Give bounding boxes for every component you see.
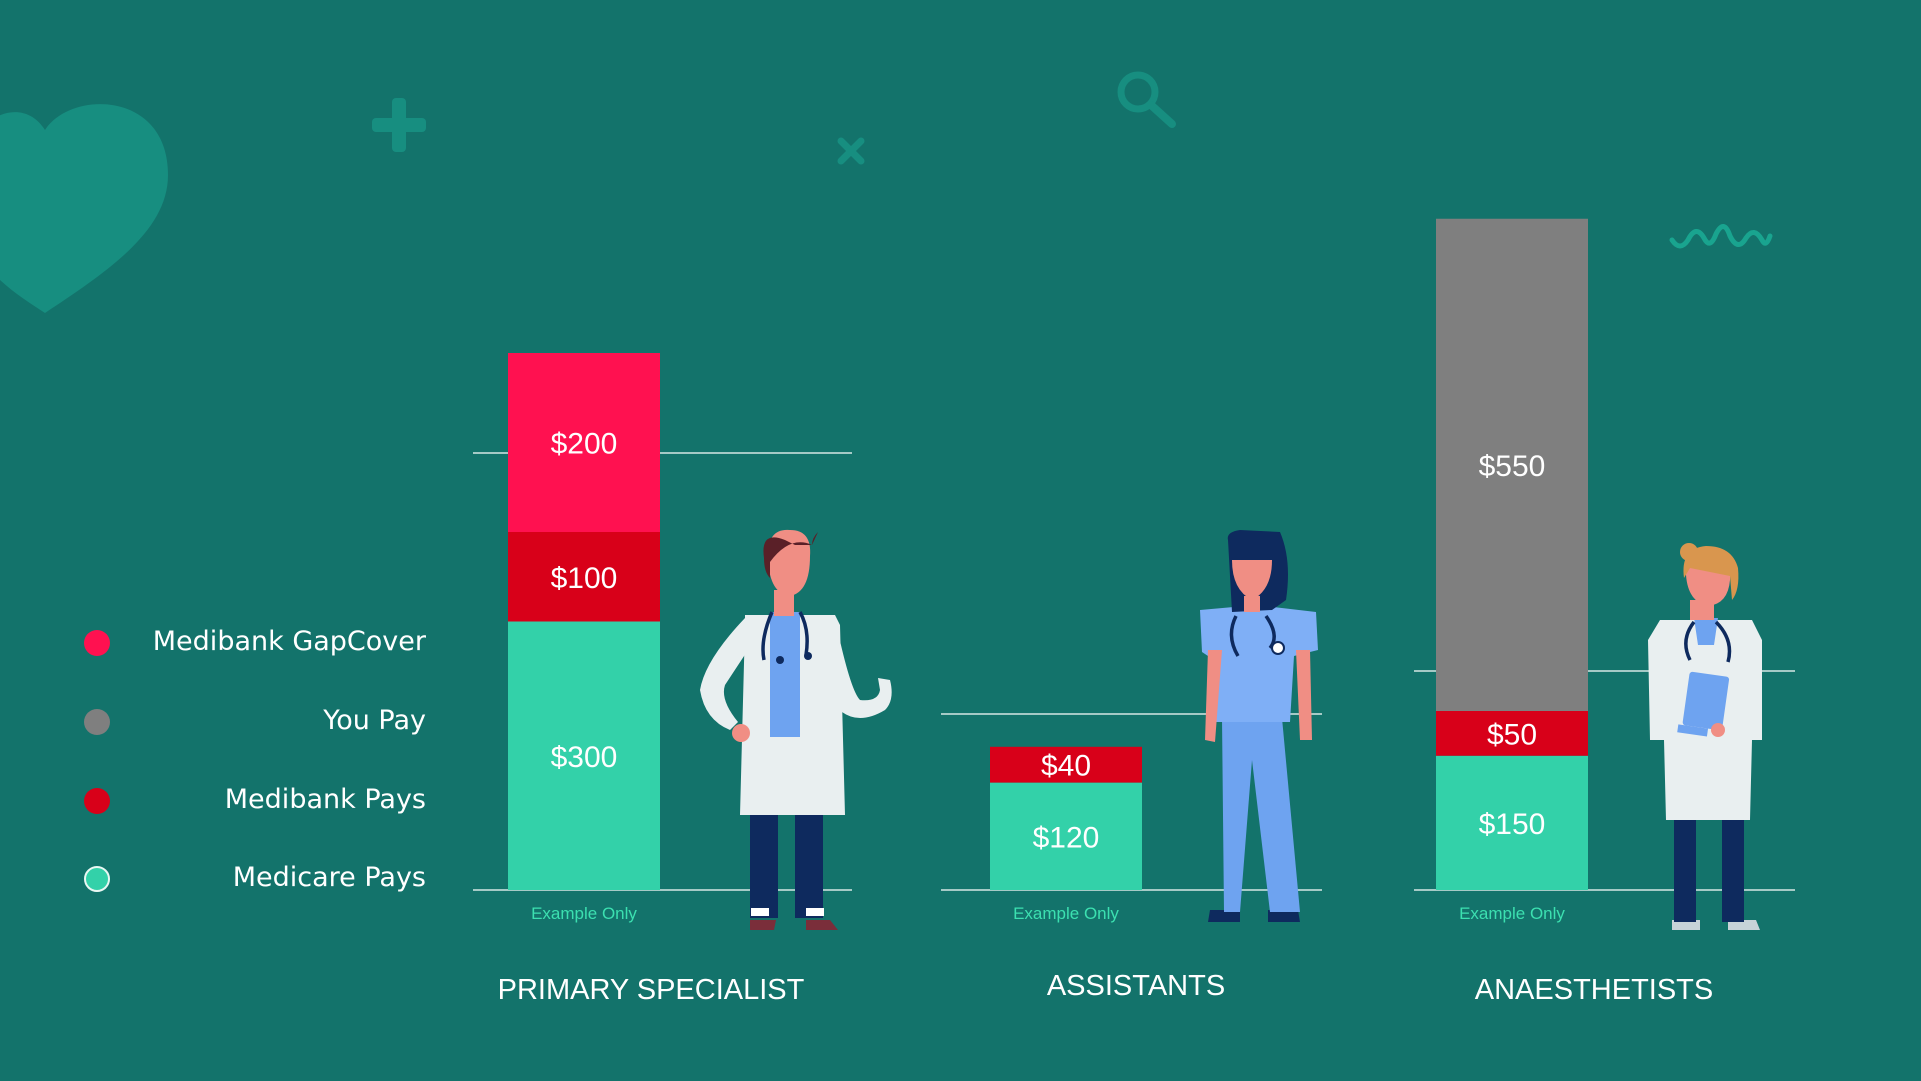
bar-primary-specialist-medicare-pays [508,621,660,890]
legend-swatch-medicare-pays [84,866,110,892]
legend-label: Medicare Pays [232,862,426,893]
bars: $300 $100 $200 Example Only PRIMARY SPECIALI… [498,218,1714,1006]
value-label-primary-specialist-medibank-gapcover: $200 [551,428,618,461]
value-label-primary-specialist-medicare-pays: $300 [551,741,618,774]
value-label-primary-specialist-medibank-pays: $100 [551,562,618,595]
magnifier-icon [1117,71,1176,128]
legend-swatch-medibank-gapcover [84,630,110,656]
legend-label: Medibank GapCover [152,626,426,657]
legend-item-you-pay: You Pay [84,701,426,741]
legend-label: Medibank Pays [224,784,426,815]
bar-assistants-medibank-pays [990,746,1142,783]
category-label-anaesthetists: ANAESTHETISTS [1475,974,1714,1006]
value-label-assistants-medibank-pays: $40 [1041,750,1091,783]
legend-item-medibank-pays: Medibank Pays [84,780,426,820]
value-label-assistants-medicare-pays: $120 [1033,821,1100,854]
female-doctor-illustration [1648,543,1762,930]
legend-swatch-medibank-pays [84,788,110,814]
legend-label: You Pay [323,705,426,736]
bar-primary-specialist-medibank-pays [508,532,660,622]
pulse-icon [1669,224,1773,249]
value-label-anaesthetists-you-pay: $550 [1479,450,1546,483]
value-label-anaesthetists-medicare-pays: $150 [1479,808,1546,841]
example-note-anaesthetists: Example Only [1459,904,1565,923]
example-note-assistants: Example Only [1013,904,1119,923]
value-label-anaesthetists-medibank-pays: $50 [1487,718,1537,751]
category-label-primary-specialist: PRIMARY SPECIALIST [498,974,805,1006]
legend-swatch-you-pay [84,709,110,735]
example-note-primary-specialist: Example Only [531,904,637,923]
bar-anaesthetists-medibank-pays [1436,711,1588,756]
category-label-assistants: ASSISTANTS [1047,970,1225,1002]
heart-icon [0,104,168,313]
bar-assistants-medicare-pays [990,782,1142,890]
legend-item-medicare-pays: Medicare Pays [84,858,426,898]
cross-icon [837,137,865,165]
bar-anaesthetists-you-pay [1436,218,1588,711]
bar-primary-specialist-medibank-gapcover [508,353,660,532]
legend-item-medibank-gapcover: Medibank GapCover [84,622,426,662]
plus-icon [372,98,426,152]
male-doctor-illustration [700,529,892,930]
female-nurse-illustration [1200,530,1318,922]
bar-anaesthetists-medicare-pays [1436,755,1588,890]
